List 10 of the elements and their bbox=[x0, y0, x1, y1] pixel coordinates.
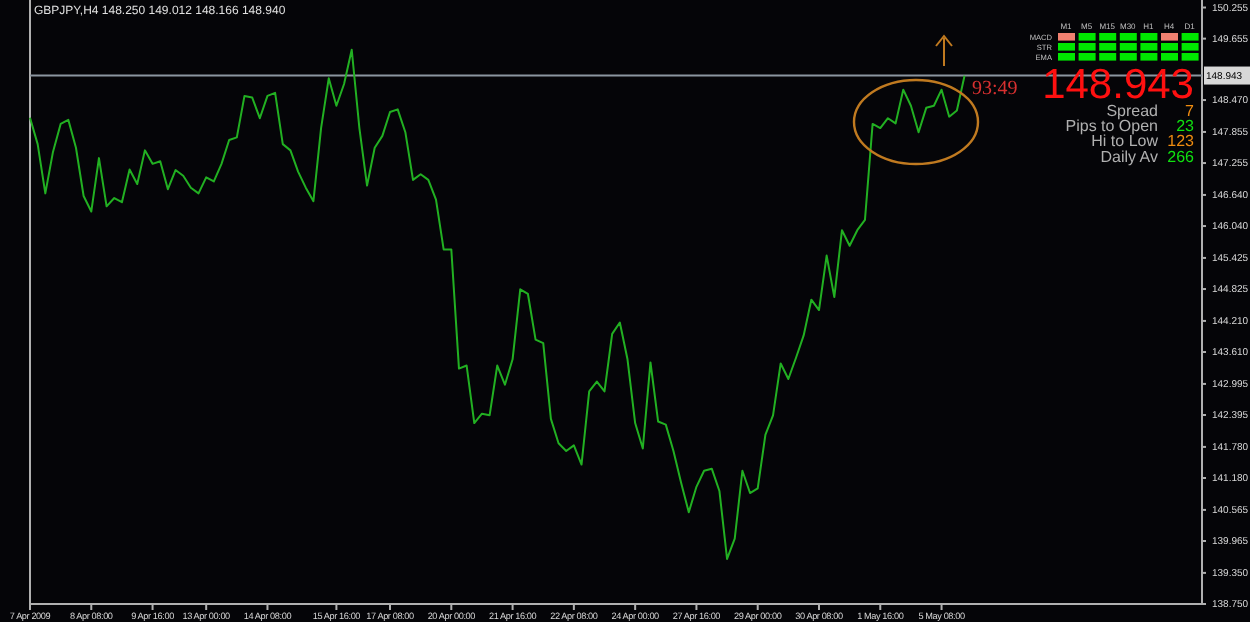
annotation: Spread bbox=[1106, 102, 1158, 120]
annotation: 93:49 bbox=[972, 78, 1018, 100]
annotation: 266 bbox=[1167, 147, 1196, 166]
annotation: Daily Av bbox=[1100, 147, 1158, 166]
annotation: 23 bbox=[1176, 117, 1196, 136]
annotation: Pips to Open bbox=[1065, 117, 1158, 136]
annotation: 123 bbox=[1167, 132, 1196, 151]
line-series bbox=[29, 48, 966, 560]
annotation: 7 bbox=[1185, 102, 1196, 120]
annotation: Hi to Low bbox=[1091, 132, 1159, 151]
